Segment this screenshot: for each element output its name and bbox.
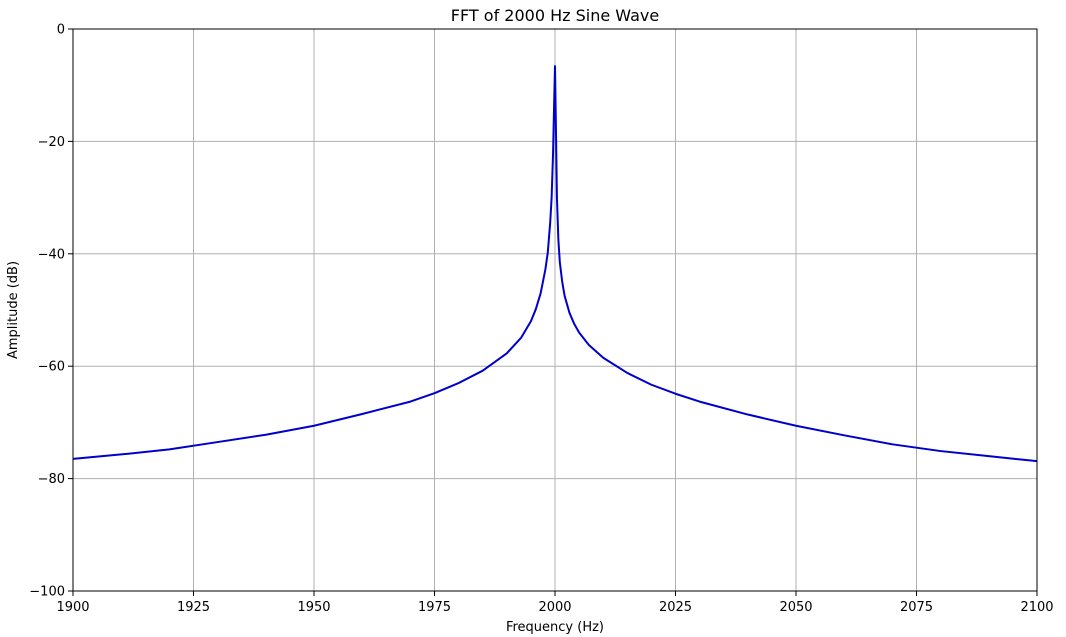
ticks: 1900 1925 1950 1975 2000 2025 2050 2075 2100 0 −20…	[29, 23, 1053, 616]
x-tick-label: 1975	[418, 600, 451, 615]
y-tick-label: −40	[38, 247, 65, 262]
x-tick-label: 1950	[297, 600, 330, 615]
x-tick-label: 2000	[538, 600, 571, 615]
y-tick-label: 0	[57, 23, 65, 38]
x-tick-label: 2100	[1020, 600, 1053, 615]
y-tick-label: −20	[38, 135, 65, 150]
x-tick-label: 1900	[56, 600, 89, 615]
x-axis-label: Frequency (Hz)	[506, 620, 604, 635]
y-tick-label: −100	[29, 585, 65, 600]
chart-title: FFT of 2000 Hz Sine Wave	[451, 6, 659, 25]
y-tick-label: −80	[38, 472, 65, 487]
x-tick-label: 2050	[779, 600, 812, 615]
plot-frame	[72, 28, 1038, 592]
y-tick-label: −60	[38, 360, 65, 375]
x-tick-label: 2025	[659, 600, 692, 615]
x-tick-label: 2075	[900, 600, 933, 615]
series-line	[72, 65, 1038, 463]
x-tick-label: 1925	[177, 600, 210, 615]
y-axis-label: Amplitude (dB)	[6, 261, 21, 359]
